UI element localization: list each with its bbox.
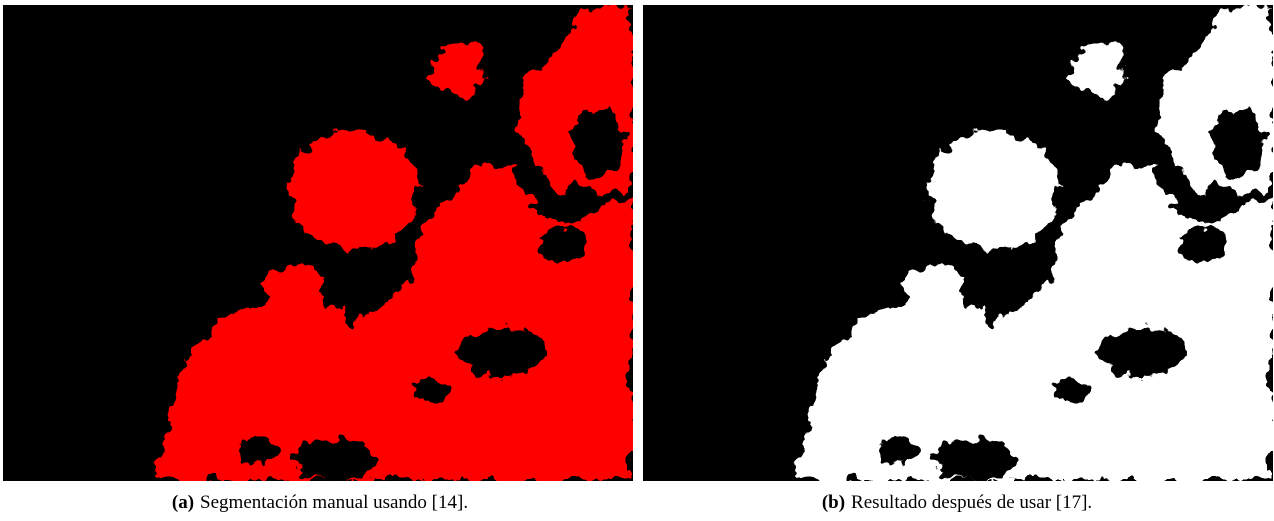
segmentation-image bbox=[153, 5, 633, 480]
caption-text: Resultado después de usar [17]. bbox=[851, 492, 1093, 513]
caption-label: (a) bbox=[171, 492, 195, 513]
caption-text: Segmentación manual usando [14]. bbox=[200, 492, 469, 513]
caption-b: (b) Resultado después de usar [17]. bbox=[637, 492, 1274, 514]
canopy-mask bbox=[793, 5, 1273, 480]
image-b bbox=[643, 5, 1273, 481]
caption-a: (a) Segmentación manual usando [14]. bbox=[0, 492, 640, 514]
result-image bbox=[793, 5, 1273, 480]
image-a bbox=[3, 5, 633, 481]
canopy-mask bbox=[153, 5, 633, 480]
caption-label: (b) bbox=[821, 492, 846, 513]
